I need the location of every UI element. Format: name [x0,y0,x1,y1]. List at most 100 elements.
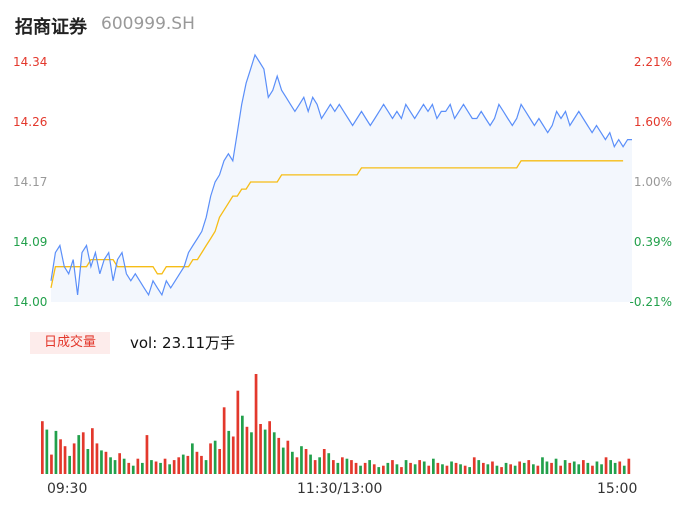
average-price-line [50,160,624,289]
volume-bar-121 [586,462,590,474]
volume-bar-42 [227,430,231,474]
volume-bar-93 [459,464,462,474]
volume-bar-107 [522,462,526,474]
volume-bar-6 [63,446,67,474]
volume-bar-5 [59,439,62,474]
volume-bar-109 [532,464,535,474]
volume-bar-9 [77,435,81,474]
volume-bar-53 [277,437,281,474]
volume-bar-56 [291,451,294,474]
volume-bar-50 [263,429,267,474]
volume-bar-58 [300,446,303,474]
volume-bar-4 [54,430,58,474]
volume-bar-25 [150,460,153,474]
volume-bar-19 [122,458,126,474]
volume-bar-8 [72,443,76,474]
price-tick-1: 14.34 [13,55,48,69]
volume-bar-21 [131,465,135,474]
volume-bar-101 [495,465,499,474]
volume-bar-65 [332,460,335,474]
volume-bar-129 [622,465,626,474]
price-tick-2: 14.26 [13,115,48,129]
volume-bar-130 [627,458,631,474]
volume-bar-36 [200,455,203,474]
volume-bar-119 [577,464,581,474]
volume-bar-126 [609,460,612,474]
volume-bar-33 [186,455,190,474]
volume-bar-68 [345,458,349,474]
volume-bar-32 [181,454,185,474]
volume-bar-60 [309,454,312,474]
volume-bar-74 [372,464,376,474]
volume-bar-72 [363,462,367,474]
volume-bar-79 [395,464,399,474]
volume-bar-59 [304,449,308,474]
volume-bar-96 [472,457,476,474]
volume-bar-80 [400,467,403,474]
volume-bar-13 [95,443,99,474]
volume-bar-49 [259,424,262,474]
volume-bar-77 [386,462,390,474]
volume-bar-16 [109,457,112,474]
volume-bar-87 [432,458,435,474]
pct-tick-4: 0.39% [633,235,672,249]
volume-bar-39 [213,440,217,474]
volume-bar-46 [245,426,249,474]
volume-bar-98 [482,462,485,474]
volume-bar-14 [100,450,103,474]
volume-bar-44 [236,390,240,474]
volume-bar-52 [272,432,276,474]
volume-bar-112 [545,461,549,474]
volume-bar-92 [454,462,458,474]
volume-bar-63 [322,449,326,474]
volume-bar-114 [554,458,558,474]
volume-bar-35 [195,451,199,474]
x-tick-open: 09:30 [47,481,88,497]
volume-bar-57 [295,457,299,474]
volume-bar-94 [463,465,467,474]
volume-bar-37 [204,460,208,474]
volume-bar-67 [341,457,344,474]
volume-bar-54 [281,447,285,474]
volume-bar-31 [177,457,181,474]
volume-bar-110 [536,465,540,474]
volume-bar-30 [172,460,176,474]
volume-bar-102 [500,467,503,474]
stock-code: 600999.SH [101,14,195,34]
pct-tick-3: 1.00% [633,175,672,189]
volume-bar-116 [563,460,567,474]
volume-bar-82 [409,462,412,474]
volume-bar-7 [68,455,71,474]
volume-badge: 日成交量 [30,332,110,354]
volume-bar-105 [513,465,517,474]
volume-bar-78 [391,460,394,474]
volume-bar-20 [127,462,131,474]
x-tick-midday: 11:30/13:00 [297,481,383,497]
volume-bar-100 [491,461,494,474]
volume-bar-106 [518,461,521,474]
volume-bar-27 [159,462,162,474]
volume-bar-125 [604,457,608,474]
volume-bar-3 [50,454,53,474]
volume-bar-66 [336,462,340,474]
volume-bar-38 [209,443,212,474]
volume-bar-99 [486,464,490,474]
volume-bar-34 [191,443,194,474]
volume-bar-122 [591,465,594,474]
volume-bar-113 [550,462,553,474]
volume-bar-84 [418,460,421,474]
price-area [51,54,632,303]
volume-bar-61 [313,460,317,474]
volume-bar-55 [286,440,290,474]
volume-bar-117 [568,462,572,474]
volume-bar-70 [354,462,358,474]
volume-bar-28 [163,458,167,474]
volume-bar-62 [318,457,321,474]
volume-bar-73 [368,460,371,474]
volume-bar-86 [427,465,431,474]
volume-bar-118 [572,461,576,474]
volume-bar-69 [350,460,353,474]
stock-name: 招商证券 [15,17,87,38]
volume-bar-18 [118,453,121,474]
